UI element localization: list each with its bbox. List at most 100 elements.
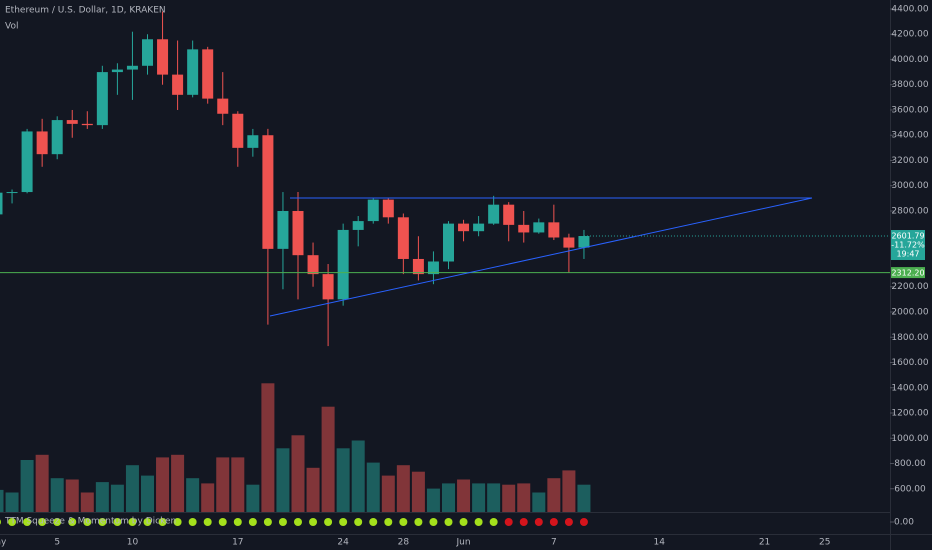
last-price-box <box>891 230 925 261</box>
candle-body <box>458 223 470 232</box>
volume-bar <box>156 457 170 512</box>
x-tick-label: 14 <box>653 538 665 548</box>
candle-body <box>157 39 169 75</box>
candle-body <box>142 39 153 66</box>
y-tick-label: 600.00 <box>894 484 926 494</box>
candle-body <box>96 72 108 126</box>
candle-body <box>277 210 289 249</box>
candle-body <box>578 236 590 248</box>
squeeze-dot <box>519 518 528 526</box>
squeeze-dot <box>354 518 363 526</box>
y-tick-label: 800.00 <box>894 459 926 469</box>
squeeze-dot <box>309 518 318 526</box>
y-tick-label: 3800.00 <box>891 80 928 90</box>
squeeze-dot <box>68 518 77 526</box>
countdown-label: 19:47 <box>896 250 919 259</box>
volume-bar <box>50 478 64 512</box>
candle-body <box>488 204 500 224</box>
candle-body <box>412 258 424 275</box>
volume-bar <box>261 383 275 512</box>
candle-body <box>503 204 515 225</box>
x-tick-label: 5 <box>54 538 60 548</box>
x-tick-label: 7 <box>551 538 557 548</box>
candle-body <box>397 217 409 259</box>
volume-bar <box>276 448 290 512</box>
squeeze-dot <box>83 518 92 526</box>
y-tick-label: 4200.00 <box>891 30 928 40</box>
squeeze-dot <box>429 518 438 526</box>
squeeze-dot <box>399 518 408 526</box>
volume-bar <box>216 457 230 512</box>
volume-bar <box>411 471 425 512</box>
candle-body <box>217 98 229 114</box>
chart-title: Ethereum / U.S. Dollar, 1D, KRAKEN <box>5 6 166 16</box>
trendline <box>269 197 813 317</box>
squeeze-dot <box>549 518 558 526</box>
y-tick-label: 2800.00 <box>891 206 928 216</box>
squeeze-dot <box>38 518 47 526</box>
candle-body <box>66 120 78 124</box>
volume-bar <box>171 454 185 512</box>
volume-bar <box>547 478 561 512</box>
squeeze-dot <box>324 518 333 526</box>
candle-body <box>6 192 18 194</box>
candle-body <box>172 74 184 95</box>
y-tick-label: 3600.00 <box>891 105 928 115</box>
volume-bar <box>0 489 4 512</box>
volume-bar <box>291 435 305 512</box>
last-price-label: 2601.79 <box>891 232 924 241</box>
volume-bar <box>186 478 200 512</box>
squeeze-dot <box>0 519 1 525</box>
candle-body <box>533 222 545 233</box>
candle-body <box>232 113 244 148</box>
volume-label: Vol <box>5 22 18 32</box>
candle-body <box>0 192 3 215</box>
volume-bar <box>246 484 260 512</box>
volume-bar <box>442 483 455 512</box>
x-tick-label: 17 <box>232 538 243 548</box>
x-tick-label: 25 <box>819 538 830 548</box>
squeeze-dot <box>143 518 152 526</box>
volume-bar <box>517 483 531 512</box>
squeeze-dot <box>233 518 242 526</box>
squeeze-dot <box>113 518 122 526</box>
squeeze-dot <box>158 518 167 526</box>
y-tick-label: 3200.00 <box>891 156 928 166</box>
squeeze-dot <box>369 518 378 526</box>
volume-bar <box>5 492 19 512</box>
candle-body <box>563 237 575 248</box>
y-tick-label: 2200.00 <box>891 282 928 292</box>
marks <box>0 11 890 526</box>
squeeze-dot <box>8 518 17 526</box>
volume-bar <box>201 483 215 512</box>
candle-body <box>382 199 394 218</box>
volume-bar <box>562 470 576 512</box>
volume-bar <box>381 475 395 512</box>
price-line-box <box>891 267 925 279</box>
volume-bar <box>321 406 335 512</box>
candle-body <box>262 135 274 249</box>
squeeze-dot <box>564 518 573 526</box>
volume-bar <box>487 483 501 512</box>
squeeze-dot <box>278 518 287 526</box>
squeeze-dot <box>173 518 182 526</box>
volume-bar <box>306 467 320 512</box>
volume-bar <box>65 479 79 512</box>
y-tick-label: 4400.00 <box>891 4 928 14</box>
candle-body <box>307 255 319 275</box>
last-change-label: -11.72% <box>891 241 925 250</box>
candle-body <box>247 135 259 148</box>
y-tick-label: 1600.00 <box>891 358 928 368</box>
candle-body <box>548 222 560 238</box>
squeeze-dot <box>294 518 302 526</box>
volume-bar <box>125 465 139 512</box>
y-tick-label: 3400.00 <box>891 131 928 141</box>
price-line-label: 2312.20 <box>891 269 924 278</box>
indicator-label: TTM Squeeze & Momentum by Dicken <box>4 517 176 527</box>
candle-body <box>443 223 454 262</box>
volume-bar <box>80 492 94 512</box>
candle-body <box>352 221 364 230</box>
candle-body <box>21 131 33 193</box>
